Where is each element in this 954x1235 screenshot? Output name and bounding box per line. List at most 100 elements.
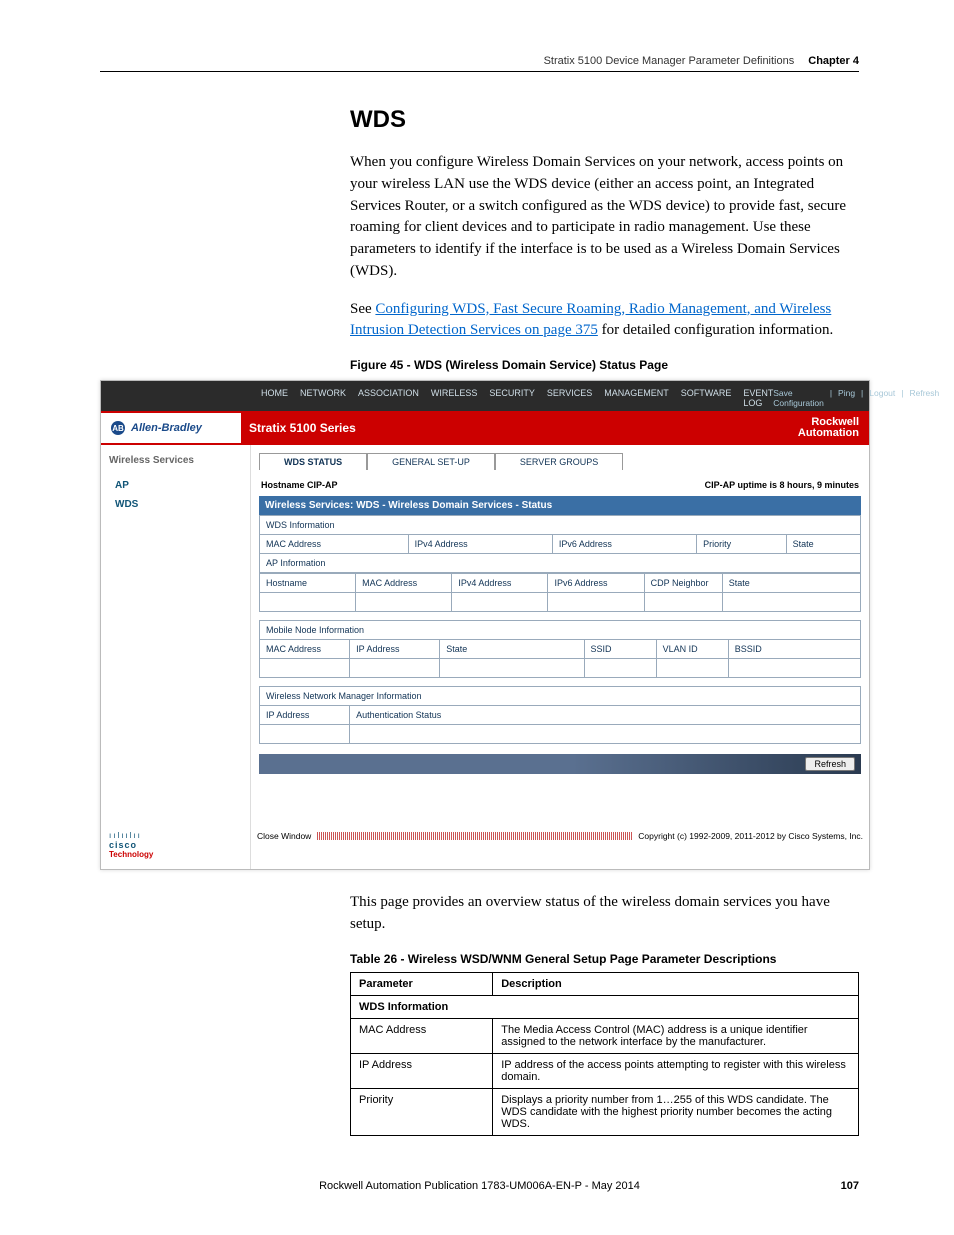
nav-wireless[interactable]: WIRELESS [431, 388, 478, 408]
shot-util: Save Configuration| Ping| Logout| Refres… [773, 388, 939, 411]
mn-col-state: State [440, 640, 584, 659]
ab-logo-icon: AB [111, 421, 125, 435]
ap-col-host: Hostname [260, 574, 356, 593]
ap-col-cdp: CDP Neighbor [644, 574, 722, 593]
nav-network[interactable]: NETWORK [300, 388, 346, 408]
mn-col-mac: MAC Address [260, 640, 350, 659]
close-window-link[interactable]: Close Window [257, 831, 311, 841]
mn-col-ssid: SSID [584, 640, 656, 659]
cisco-box: ıılıılıı cisco Technology [101, 825, 251, 869]
ap-col-ipv6: IPv6 Address [548, 574, 644, 593]
table-row: MAC Address The Media Access Control (MA… [351, 1018, 859, 1053]
param-table: Parameter Description WDS Information MA… [350, 972, 859, 1136]
shot-nav: HOME NETWORK ASSOCIATION WIRELESS SECURI… [261, 388, 773, 411]
cell-param: IP Address [351, 1053, 493, 1088]
refresh-button[interactable]: Refresh [805, 757, 855, 771]
mobile-node-table: Mobile Node Information MAC Address IP A… [259, 620, 861, 678]
header-title: Stratix 5100 Device Manager Parameter De… [544, 55, 795, 67]
page-header: Stratix 5100 Device Manager Parameter De… [100, 55, 859, 72]
cell-param: Priority [351, 1088, 493, 1135]
brand-ra2: Automation [798, 428, 859, 439]
ap-col-state: State [722, 574, 860, 593]
wnm-col-auth: Authentication Status [350, 706, 861, 725]
tab-server-groups[interactable]: SERVER GROUPS [495, 453, 623, 470]
hostname-line: Hostname CIP-AP CIP-AP uptime is 8 hours… [259, 474, 861, 496]
cell-desc: The Media Access Control (MAC) address i… [493, 1018, 859, 1053]
nav-security[interactable]: SECURITY [489, 388, 535, 408]
screenshot-panel: HOME NETWORK ASSOCIATION WIRELESS SECURI… [100, 380, 870, 870]
mn-col-vlan: VLAN ID [656, 640, 728, 659]
util-saveconfig[interactable]: Save Configuration [773, 388, 824, 408]
wnm-title: Wireless Network Manager Information [260, 687, 861, 706]
hatch-divider [317, 832, 632, 840]
brand-ab-text: Allen-Bradley [131, 422, 202, 434]
cisco-bars-icon: ıılıılıı [109, 831, 242, 840]
shot-main: WDS STATUS GENERAL SET-UP SERVER GROUPS … [251, 445, 869, 825]
shot-tabs: WDS STATUS GENERAL SET-UP SERVER GROUPS [259, 453, 861, 470]
cell-desc: Displays a priority number from 1…255 of… [493, 1088, 859, 1135]
section-title: WDS [350, 106, 859, 134]
header-chapter: Chapter 4 [808, 55, 859, 67]
page-number: 107 [819, 1180, 859, 1192]
figure-caption: Figure 45 - WDS (Wireless Domain Service… [350, 358, 859, 372]
wds-info-table: WDS Information MAC Address IPv4 Address… [259, 515, 861, 573]
tab-general-setup[interactable]: GENERAL SET-UP [367, 453, 495, 470]
after-figure-text: This page provides an overview status of… [350, 892, 859, 936]
ap-info-table: Hostname MAC Address IPv4 Address IPv6 A… [259, 573, 861, 612]
brand-allen-bradley: AB Allen-Bradley [101, 413, 241, 443]
section-para1: When you configure Wireless Domain Servi… [350, 152, 859, 283]
wds-col-state: State [786, 535, 860, 554]
nav-software[interactable]: SOFTWARE [681, 388, 732, 408]
hostname-value: CIP-AP [307, 480, 338, 490]
section-para2: See Configuring WDS, Fast Secure Roaming… [350, 299, 859, 343]
wds-col-ipv4: IPv4 Address [408, 535, 552, 554]
nav-eventlog[interactable]: EVENT LOG [743, 388, 773, 408]
nav-management[interactable]: MANAGEMENT [604, 388, 669, 408]
table-section-wds: WDS Information [351, 995, 859, 1018]
sidebar-item-ap[interactable]: AP [109, 476, 242, 495]
sidebar-title: Wireless Services [109, 455, 242, 466]
mn-col-ip: IP Address [350, 640, 440, 659]
cisco-label: cisco [109, 840, 242, 850]
para2-post: for detailed configuration information. [598, 322, 833, 338]
wds-col-priority: Priority [697, 535, 787, 554]
page-footer: Rockwell Automation Publication 1783-UM0… [100, 1180, 859, 1192]
copyright-bar: Close Window Copyright (c) 1992-2009, 20… [251, 825, 869, 847]
ap-info-title: AP Information [260, 554, 861, 573]
brand-series: Stratix 5100 Series [249, 421, 356, 435]
ap-col-mac: MAC Address [356, 574, 452, 593]
status-bluebar: Wireless Services: WDS - Wireless Domain… [259, 496, 861, 515]
technology-label: Technology [109, 850, 242, 859]
wds-col-mac: MAC Address [260, 535, 409, 554]
footer-text: Rockwell Automation Publication 1783-UM0… [140, 1180, 819, 1192]
sidebar-item-wds[interactable]: WDS [109, 495, 242, 514]
brand-rockwell: Rockwell Automation [798, 417, 859, 439]
ap-col-ipv4: IPv4 Address [452, 574, 548, 593]
nav-services[interactable]: SERVICES [547, 388, 592, 408]
tab-wds-status[interactable]: WDS STATUS [259, 453, 367, 470]
shot-sidebar: Wireless Services AP WDS [101, 445, 251, 825]
wnm-col-ip: IP Address [260, 706, 350, 725]
nav-home[interactable]: HOME [261, 388, 288, 408]
cell-param: MAC Address [351, 1018, 493, 1053]
table-row: Priority Displays a priority number from… [351, 1088, 859, 1135]
mn-col-bssid: BSSID [728, 640, 860, 659]
th-parameter: Parameter [351, 972, 493, 995]
para2-pre: See [350, 301, 375, 317]
mobile-node-title: Mobile Node Information [260, 621, 861, 640]
hostname-label: Hostname [261, 480, 305, 490]
uptime-text: CIP-AP uptime is 8 hours, 9 minutes [705, 480, 859, 490]
util-ping[interactable]: Ping [838, 388, 855, 408]
util-refresh[interactable]: Refresh [909, 388, 939, 408]
refresh-bar: Refresh [259, 754, 861, 774]
shot-brandbar: AB Allen-Bradley Stratix 5100 Series Roc… [101, 411, 869, 445]
nav-association[interactable]: ASSOCIATION [358, 388, 419, 408]
th-description: Description [493, 972, 859, 995]
table-row: IP Address IP address of the access poin… [351, 1053, 859, 1088]
cell-desc: IP address of the access points attempti… [493, 1053, 859, 1088]
util-logout[interactable]: Logout [869, 388, 895, 408]
shot-topbar: HOME NETWORK ASSOCIATION WIRELESS SECURI… [101, 381, 869, 411]
table-caption: Table 26 - Wireless WSD/WNM General Setu… [350, 952, 859, 966]
copyright-text: Copyright (c) 1992-2009, 2011-2012 by Ci… [638, 831, 863, 841]
wnm-info-table: Wireless Network Manager Information IP … [259, 686, 861, 744]
